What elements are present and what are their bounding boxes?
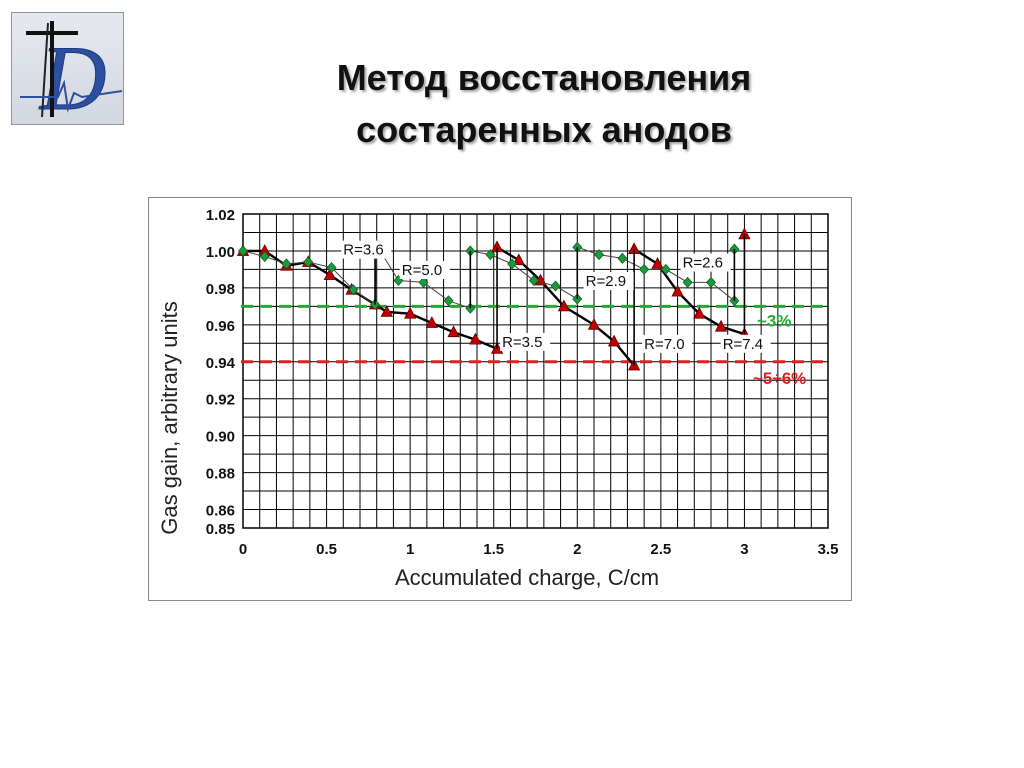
data-point-triangle [651,257,664,269]
plot-border [242,213,829,529]
data-point-diamond [418,276,429,288]
data-point-triangle [693,306,706,319]
data-point-triangle [512,253,525,266]
data-point-diamond [639,263,650,275]
data-point-triangle [557,299,571,312]
data-point-triangle [323,268,337,280]
y-tick-label: 0.88 [206,466,235,483]
annotation-bg [583,272,634,291]
annotation-bg [341,240,392,259]
x-tick-label: 2.5 [650,541,671,558]
y-tick-label: 0.86 [206,503,235,520]
data-point-diamond [550,280,561,292]
y-tick-label: 0.92 [206,392,235,409]
x-tick-label: 0.5 [316,541,337,558]
x-tick-label: 0 [239,541,247,558]
y-tick-label: 0.94 [206,355,236,372]
annotation-bg [642,334,693,353]
annotation-label: R=3.6 [343,242,383,259]
title-line-1: Метод восстановления [336,57,752,98]
x-tick-label: 3.5 [818,541,839,558]
annotation-label: R=5.0 [402,262,442,279]
x-tick-label: 1.5 [483,541,504,558]
chart-frame: ~3% ~5÷6% 0.85 0.86 0.88 0.90 0.92 0.94 0.96 0.9… [148,197,852,601]
annotation-bg [500,332,551,351]
data-point-diamond [594,249,604,261]
data-point-diamond [528,274,539,287]
d-logo-icon: D [11,12,124,126]
data-point-diamond [465,302,476,314]
gas-gain-chart: ~3% ~5÷6% 0.850.86 0.88 0.90 0.92 0.94 0.96 0.9… [157,207,839,590]
data-point-triangle [587,317,601,330]
x-tick-label: 1 [406,541,414,558]
data-point-diamond [443,295,454,307]
grid [242,213,829,529]
reference-line-label: ~3% [757,311,792,330]
annotation-bg [399,260,450,279]
data-point-diamond [348,284,359,296]
x-tick-label: 2 [573,541,581,558]
data-point-diamond [259,250,270,263]
y-axis-label: Gas gain, arbitrary units [157,301,182,535]
series-line [329,273,498,350]
data-point-triangle [714,319,728,332]
data-point-diamond [706,276,716,288]
x-tick-label: 3 [740,541,748,558]
data-point-diamond [326,262,337,274]
y-tick-label: 1.02 [206,207,235,224]
y-tick-label: 0.96 [206,318,235,335]
data-point-diamond [507,258,518,270]
data-point-diamond [303,256,314,268]
annotation-label: R=2.9 [586,273,626,290]
annotation-bg [680,253,731,272]
reference-line-label: ~5÷6% [753,369,806,388]
data-point-triangle [671,284,684,297]
data-point-diamond [281,258,292,270]
annotation-label: R=7.0 [644,336,684,353]
y-tick-label: 1.00 [206,244,235,261]
data-point-diamond [370,298,381,311]
annotations: R=3.6 R=5.0 R=3.5 R=2.9 R=7.0 R=2.6 R=7.4 [341,240,771,353]
annotation-label: R=3.5 [502,334,542,351]
data-point-diamond [660,263,671,275]
data-point-diamond [238,245,248,257]
reference-lines: ~3% ~5÷6% [241,304,828,388]
title-line-2: состаренных анодов [356,109,732,150]
data-point-triangle [469,332,482,345]
svg-text:D: D [38,27,106,126]
data-point-diamond [617,252,628,264]
y-tick-label: 0.90 [206,429,235,446]
data-point-diamond [485,249,496,261]
y-tick-label: 0.98 [206,281,235,298]
annotation-bg [720,334,771,353]
annotation-label: R=2.6 [683,255,723,272]
data-point-triangle [403,306,417,319]
data-point-triangle [447,325,460,338]
slide-title: Метод восстановления состаренных анодов [244,52,844,156]
data-point-triangle [607,334,621,347]
data-point-triangle [425,316,439,328]
y-tick-label: 0.85 [206,521,235,538]
d-logo-graphic: D [20,21,123,126]
data-point-diamond [682,276,693,288]
annotation-label: R=7.4 [723,336,763,353]
data-point-triangle [380,305,393,317]
x-axis-label: Accumulated charge, C/cm [395,565,659,590]
data-point-diamond [572,293,583,305]
tick-labels: 0.850.86 0.88 0.90 0.92 0.94 0.96 0.98 1.00 1.02… [206,207,839,558]
